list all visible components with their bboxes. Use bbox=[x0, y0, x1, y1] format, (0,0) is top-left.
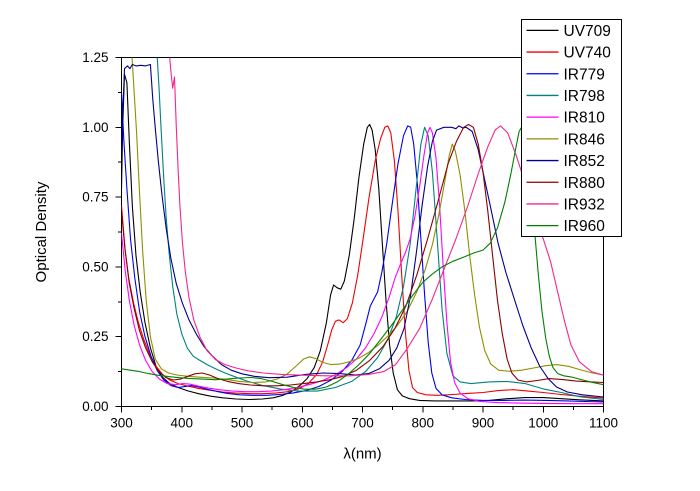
x-tick-label-1100: 1100 bbox=[589, 416, 618, 431]
x-tick-label-600: 600 bbox=[291, 416, 314, 431]
y-tick-label-0.25: 0.25 bbox=[82, 329, 108, 344]
legend-box bbox=[520, 18, 623, 238]
x-axis-ticks bbox=[121, 406, 604, 413]
legend-label-IR798: IR798 bbox=[564, 88, 605, 105]
y-tick-label-1.00: 1.00 bbox=[82, 120, 108, 135]
legend-label-IR960: IR960 bbox=[564, 218, 606, 235]
legend-label-IR932: IR932 bbox=[564, 196, 605, 213]
legend-label-IR779: IR779 bbox=[564, 66, 605, 83]
y-tick-label-0.50: 0.50 bbox=[82, 259, 108, 274]
series-curve-IR960 bbox=[121, 126, 604, 390]
y-tick-label-1.25: 1.25 bbox=[82, 50, 108, 65]
y-axis-title: Optical Density bbox=[33, 181, 50, 282]
x-tick-label-700: 700 bbox=[351, 416, 374, 431]
x-tick-label-500: 500 bbox=[231, 416, 254, 431]
legend-label-IR846: IR846 bbox=[564, 131, 605, 148]
y-tick-label-0.75: 0.75 bbox=[82, 190, 108, 205]
x-tick-label-1000: 1000 bbox=[528, 416, 558, 431]
legend-label-IR810: IR810 bbox=[564, 110, 606, 127]
series-curve-IR810 bbox=[121, 126, 604, 405]
x-axis-title: λ(nm) bbox=[343, 446, 381, 463]
legend-label-UV740: UV740 bbox=[564, 45, 612, 62]
x-tick-label-900: 900 bbox=[472, 416, 495, 431]
series-curve-IR880 bbox=[121, 123, 604, 387]
x-tick-label-400: 400 bbox=[170, 416, 193, 431]
x-tick-label-300: 300 bbox=[110, 416, 133, 431]
series-curve-IR798 bbox=[156, 57, 604, 401]
legend-label-IR852: IR852 bbox=[564, 153, 605, 170]
legend-label-UV709: UV709 bbox=[564, 23, 611, 40]
y-tick-label-0.00: 0.00 bbox=[82, 399, 108, 414]
x-tick-label-800: 800 bbox=[411, 416, 434, 431]
series-curve-UV740 bbox=[121, 125, 604, 399]
series-curve-IR846 bbox=[131, 57, 604, 384]
legend-label-IR880: IR880 bbox=[564, 175, 606, 192]
series-curve-IR779 bbox=[121, 93, 604, 403]
series-curve-IR852 bbox=[121, 63, 604, 398]
y-axis-ticks bbox=[115, 57, 122, 407]
